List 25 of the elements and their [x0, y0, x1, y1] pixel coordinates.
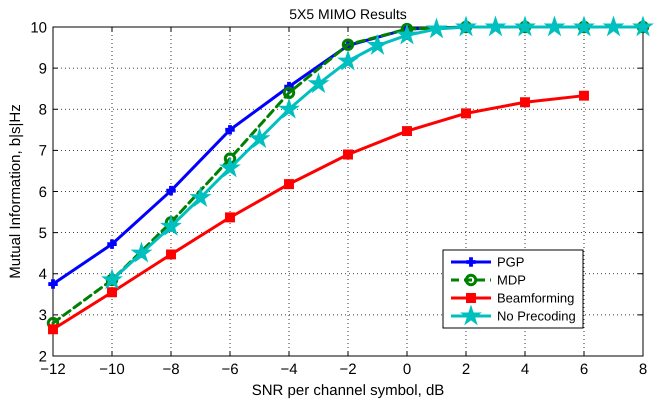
legend-label: PGP	[497, 254, 524, 270]
y-tick-label: 5	[38, 224, 47, 242]
y-tick-label: 6	[38, 184, 47, 201]
x-tick-label: 2	[462, 361, 470, 378]
x-tick-label: −4	[280, 361, 298, 378]
legend-label: MDP	[497, 272, 526, 288]
y-tick-label: 10	[30, 19, 47, 36]
y-axis-title: Mutual Information, b|s|Hz	[7, 104, 24, 279]
y-tick-label: 3	[38, 307, 47, 324]
x-tick-label: −2	[339, 361, 357, 378]
x-tick-label: −6	[221, 361, 239, 378]
x-axis-title: SNR per channel symbol, dB	[252, 382, 444, 399]
y-tick-label: 7	[38, 142, 47, 160]
x-tick-label: −8	[162, 361, 180, 378]
y-tick-label: 4	[38, 266, 47, 283]
legend-label: No Precoding	[497, 308, 576, 324]
x-tick-label: −10	[99, 361, 125, 378]
chart-title: 5X5 MIMO Results	[289, 6, 407, 22]
x-tick-label: 6	[580, 361, 588, 378]
x-tick-label: 0	[402, 361, 412, 378]
y-tick-label: 9	[38, 60, 47, 78]
x-tick-label: 8	[638, 361, 648, 378]
x-tick-label: 4	[520, 361, 530, 378]
legend-label: Beamforming	[497, 290, 574, 306]
y-tick-label: 8	[38, 102, 47, 118]
